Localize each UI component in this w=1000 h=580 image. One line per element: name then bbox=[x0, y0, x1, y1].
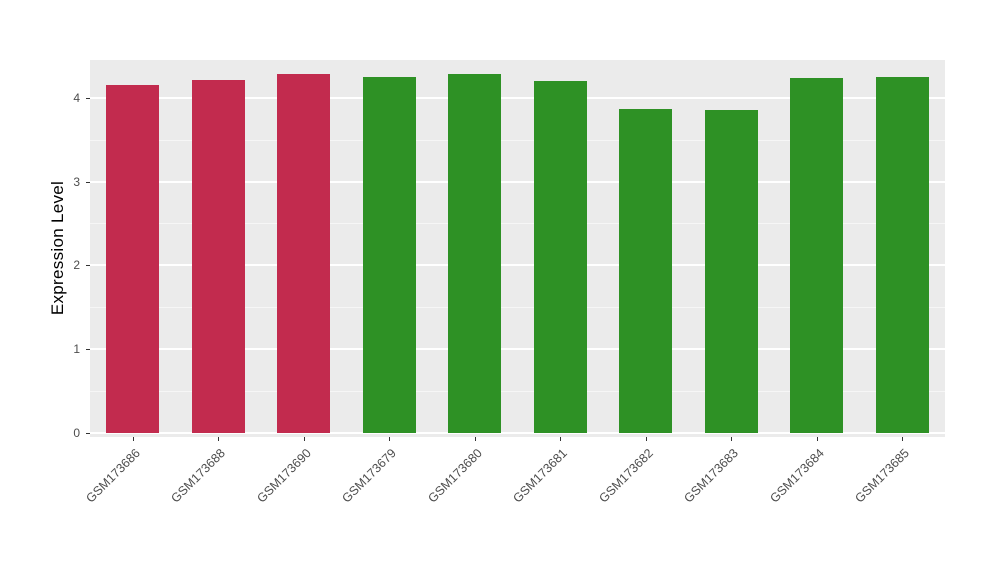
gridline-major bbox=[90, 180, 945, 183]
bar bbox=[106, 85, 160, 433]
plot-panel bbox=[90, 60, 945, 437]
x-axis-tick bbox=[218, 437, 220, 441]
x-axis-tick bbox=[303, 437, 305, 441]
x-axis-tick bbox=[902, 437, 904, 441]
bar bbox=[875, 76, 929, 433]
bar bbox=[704, 110, 758, 433]
gridline-major bbox=[90, 348, 945, 351]
gridline-minor bbox=[90, 307, 945, 309]
bar bbox=[619, 108, 673, 433]
bar bbox=[362, 76, 416, 433]
bar bbox=[533, 80, 587, 433]
bar bbox=[790, 77, 844, 433]
bar bbox=[448, 74, 502, 433]
x-axis-tick bbox=[560, 437, 562, 441]
gridline-major bbox=[90, 432, 945, 434]
bar bbox=[277, 74, 331, 433]
y-axis-tick bbox=[86, 433, 90, 434]
gridline-major bbox=[90, 264, 945, 267]
y-tick-label: 2 bbox=[73, 258, 80, 273]
x-axis-tick bbox=[645, 437, 647, 441]
y-tick-label: 1 bbox=[73, 342, 80, 357]
x-axis-tick bbox=[816, 437, 818, 441]
bar bbox=[191, 80, 245, 433]
y-tick-label: 3 bbox=[73, 174, 80, 189]
x-axis-tick bbox=[132, 437, 134, 441]
y-axis-tick bbox=[86, 349, 90, 351]
gridline-major bbox=[90, 96, 945, 99]
x-axis-tick bbox=[389, 437, 391, 441]
y-axis-tick bbox=[86, 181, 90, 183]
x-axis-tick bbox=[474, 437, 476, 441]
y-axis-tick bbox=[86, 97, 90, 99]
gridline-minor bbox=[90, 391, 945, 393]
y-tick-label: 4 bbox=[73, 90, 80, 105]
y-axis-tick bbox=[86, 265, 90, 267]
gridline-minor bbox=[90, 223, 945, 225]
gridline-minor bbox=[90, 139, 945, 141]
x-axis-tick bbox=[731, 437, 733, 441]
y-tick-label: 0 bbox=[73, 426, 80, 440]
